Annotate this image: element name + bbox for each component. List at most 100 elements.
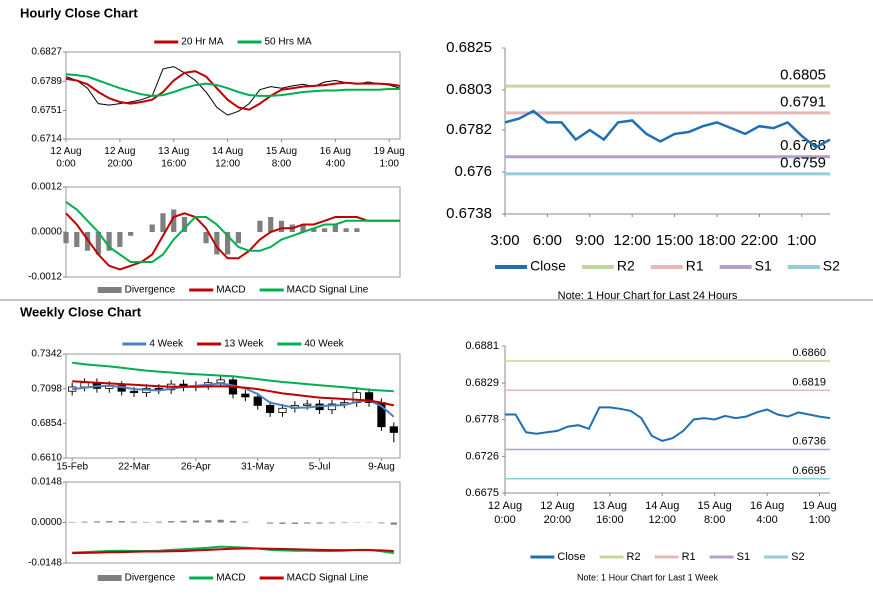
legend: Close R2 R1 S1 S2 [495,258,840,274]
legend-label: MACD Signal Line [287,285,369,296]
y-tick-label: 0.0000 [31,517,62,528]
level-label: 0.6819 [792,376,826,388]
y-tick-label: 0.6610 [31,453,62,464]
series-line [65,212,400,271]
bar [128,232,134,236]
x-tick-label: 16 Aug 4:00 [750,500,784,526]
bar [118,521,125,523]
level-label: 0.6736 [792,436,826,448]
bar [95,232,101,255]
series-line [72,361,394,393]
legend-label: S2 [823,258,840,274]
y-tick-label: 0.7098 [31,383,62,394]
y-tick-label: 0.0012 [31,182,62,193]
series-line [72,547,394,555]
plot-frame [65,353,401,459]
y-tick-label: 0.676 [454,163,492,180]
bar [235,232,241,244]
level-label: 0.6695 [792,465,826,477]
y-tick-label: 0.6803 [446,81,492,98]
x-tick-label: 6:00 [533,232,562,249]
y-tick-label: 0.6881 [465,340,499,352]
bar [332,224,338,232]
x-tick-label: 12 Aug 0:00 [488,500,522,526]
y-tick-label: 0.6738 [446,205,492,222]
level-label: 0.6759 [780,154,826,171]
bar [181,217,188,232]
legend-label: 50 Hrs MA [265,37,313,48]
bar [390,522,397,525]
bar [311,228,317,232]
bar [203,232,209,244]
legend-label: 20 Hr MA [181,37,224,48]
bar [130,521,138,523]
bar [93,521,101,523]
legend-label: Close [557,551,585,563]
y-tick-label: -0.0012 [28,272,62,283]
x-tick-label: 22:00 [741,232,779,249]
legend-label: MACD Signal Line [287,573,369,584]
bar [149,224,155,232]
plot-frame [65,51,401,140]
series-line [65,73,400,97]
y-tick-label: 0.0148 [31,477,62,488]
bar [143,521,150,523]
candle-body [364,392,374,403]
x-tick-label: 1:00 [787,232,816,249]
x-tick-label: 12 Aug 20:00 [540,500,574,526]
y-tick-label: 0.6825 [446,39,492,56]
bar [171,209,177,232]
x-tick-label: 22-Mar [118,462,150,473]
x-tick-label: 16 Aug 4:00 [320,146,351,170]
legend-label: S2 [791,551,804,563]
bar [291,522,298,524]
legend: Close R2 R1 S1 S2 [530,551,805,563]
x-tick-label: 9:00 [575,232,604,249]
bar [69,521,76,523]
y-tick-label: 0.6751 [31,105,62,116]
candle-body [278,407,287,413]
legend-label: 40 Week [304,339,344,350]
bar [225,232,231,255]
bar [63,232,69,244]
y-tick-label: 0.6854 [31,418,62,429]
candle-body [253,396,262,406]
bar [341,522,348,524]
series-line [505,406,831,442]
bar [257,220,263,232]
y-tick-label: 0.7342 [31,349,62,360]
legend-label: R2 [627,551,641,563]
candle-body [241,393,250,398]
x-tick-label: 13 Aug 16:00 [158,146,189,170]
y-tick-label: 0.6829 [465,377,499,389]
bar [316,522,323,524]
x-tick-label: 14 Aug 12:00 [645,500,679,526]
legend-label: Close [530,258,566,274]
series-line [72,382,395,418]
bar [155,521,162,523]
x-tick-label: 15 Aug 8:00 [266,146,297,170]
series-line [504,109,831,149]
x-tick-label: 15:00 [656,232,694,249]
candle-body [327,403,337,411]
bar [278,220,285,232]
legend-label: R2 [617,258,635,274]
bar [117,232,123,247]
legend: Divergence MACD MACD Signal Line [97,285,369,296]
bar [229,520,237,523]
y-tick-label: 0.6675 [465,487,499,499]
level-label: 0.6805 [780,67,826,84]
bar [74,232,80,247]
legend-label: 13 Week [224,339,264,350]
legend-label: S1 [737,551,750,563]
y-tick-label: 0.6782 [446,121,492,138]
candle-body [129,390,139,394]
x-tick-label: 26-Apr [181,462,212,473]
legend: 4 Week 13 Week 40 Week [122,339,345,350]
x-tick-label: 5-Jul [309,462,331,473]
bar [321,228,328,232]
bar [267,522,274,524]
series-line [65,201,400,263]
legend-swatch [97,287,122,293]
